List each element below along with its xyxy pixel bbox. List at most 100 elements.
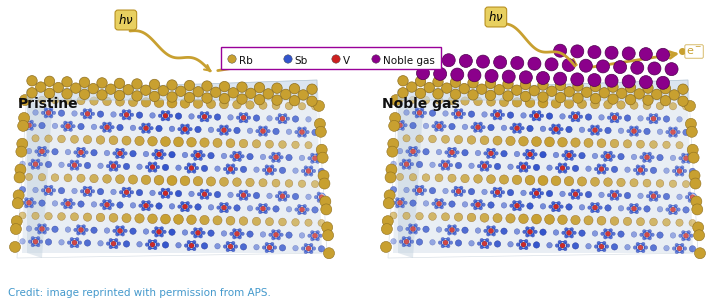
Circle shape [141, 175, 150, 185]
Circle shape [33, 187, 38, 193]
Circle shape [415, 185, 419, 189]
Circle shape [557, 215, 568, 225]
Circle shape [317, 192, 320, 196]
Circle shape [636, 242, 640, 246]
Circle shape [237, 94, 247, 104]
Circle shape [283, 114, 287, 117]
Circle shape [231, 171, 235, 174]
Circle shape [82, 225, 85, 228]
Circle shape [557, 201, 560, 205]
Circle shape [656, 180, 664, 187]
Circle shape [134, 214, 144, 223]
Circle shape [689, 246, 696, 252]
Circle shape [214, 114, 221, 120]
Circle shape [226, 248, 229, 252]
Circle shape [455, 240, 462, 246]
Circle shape [547, 242, 552, 248]
Circle shape [260, 129, 265, 134]
Circle shape [186, 131, 189, 134]
Circle shape [35, 150, 38, 153]
Circle shape [416, 161, 423, 168]
Circle shape [571, 196, 575, 200]
Circle shape [143, 203, 148, 208]
Circle shape [312, 247, 316, 250]
Circle shape [372, 55, 380, 63]
Circle shape [597, 248, 601, 252]
Circle shape [492, 148, 495, 152]
Circle shape [519, 71, 532, 84]
Circle shape [163, 113, 168, 118]
Circle shape [108, 206, 111, 210]
Circle shape [563, 240, 567, 244]
Circle shape [124, 151, 127, 155]
Circle shape [579, 115, 583, 118]
Circle shape [150, 79, 160, 90]
Circle shape [422, 96, 429, 104]
Circle shape [521, 91, 531, 102]
Circle shape [617, 153, 624, 160]
Circle shape [495, 229, 498, 233]
Circle shape [121, 155, 124, 159]
Circle shape [494, 84, 505, 95]
Circle shape [563, 163, 567, 166]
Circle shape [570, 73, 583, 86]
Circle shape [292, 116, 299, 122]
Circle shape [292, 193, 299, 200]
Circle shape [137, 241, 142, 247]
Circle shape [687, 230, 690, 234]
Circle shape [608, 94, 618, 104]
Circle shape [132, 79, 142, 89]
Circle shape [617, 178, 625, 187]
Circle shape [566, 244, 570, 247]
Circle shape [258, 203, 262, 207]
Circle shape [285, 180, 293, 187]
Circle shape [531, 156, 534, 160]
Circle shape [514, 151, 520, 157]
Circle shape [318, 246, 325, 252]
Circle shape [612, 155, 615, 158]
Circle shape [85, 151, 88, 154]
Circle shape [292, 141, 299, 149]
Circle shape [469, 241, 474, 246]
Circle shape [148, 169, 152, 172]
Circle shape [618, 116, 622, 120]
Circle shape [630, 101, 638, 109]
Circle shape [197, 115, 201, 118]
Circle shape [643, 179, 651, 187]
Circle shape [448, 225, 451, 228]
Circle shape [597, 171, 601, 174]
Circle shape [61, 89, 72, 99]
Circle shape [442, 135, 450, 143]
Circle shape [494, 56, 507, 69]
Circle shape [137, 189, 142, 196]
Circle shape [605, 74, 618, 87]
Circle shape [422, 174, 430, 181]
Circle shape [122, 214, 131, 223]
Circle shape [404, 239, 409, 244]
Circle shape [596, 132, 599, 135]
Circle shape [301, 247, 305, 250]
Circle shape [492, 155, 495, 159]
Circle shape [98, 163, 103, 169]
Circle shape [267, 207, 270, 211]
Circle shape [634, 89, 644, 99]
Circle shape [490, 190, 494, 194]
Circle shape [317, 152, 328, 163]
Circle shape [236, 193, 240, 197]
Circle shape [280, 194, 285, 199]
Circle shape [14, 172, 25, 183]
Circle shape [446, 244, 450, 248]
Circle shape [562, 231, 565, 235]
Circle shape [277, 159, 281, 162]
Circle shape [278, 198, 281, 201]
Circle shape [258, 133, 262, 136]
Circle shape [277, 237, 281, 240]
Circle shape [230, 155, 234, 158]
Circle shape [52, 188, 56, 192]
Circle shape [72, 163, 77, 168]
Circle shape [46, 188, 51, 193]
Circle shape [476, 202, 481, 207]
Circle shape [423, 123, 429, 129]
Circle shape [88, 193, 92, 196]
Circle shape [270, 172, 274, 175]
